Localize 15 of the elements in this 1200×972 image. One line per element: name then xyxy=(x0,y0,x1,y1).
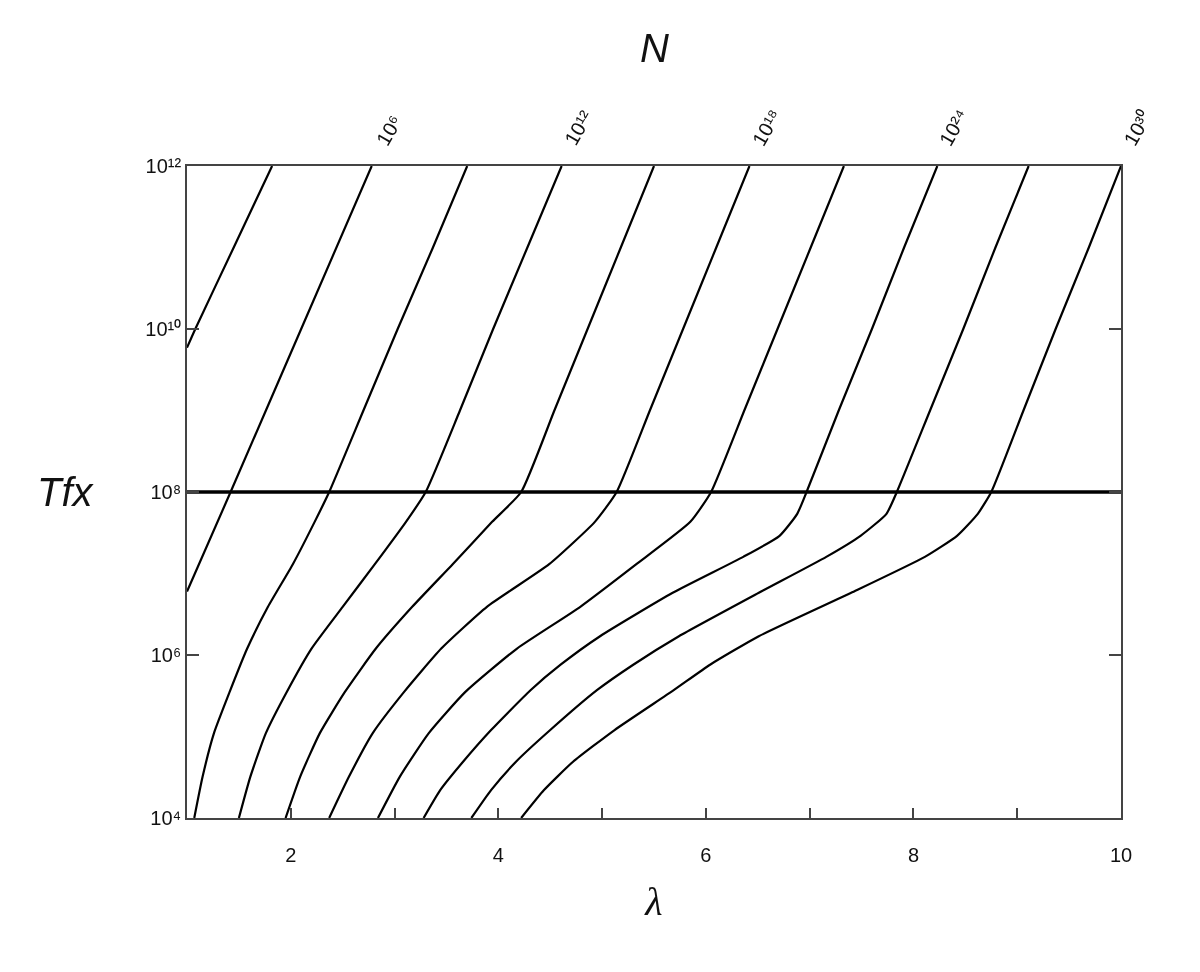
y-tick-label: 10⁶ xyxy=(150,644,182,666)
y-tick-label: 10⁴ xyxy=(150,807,182,829)
x-tick-label: 8 xyxy=(907,843,919,866)
y-axis-title: Tfx xyxy=(37,470,95,514)
y-tick-label: 10⁸ xyxy=(150,481,182,503)
x-tick-label: 10 xyxy=(1109,843,1133,866)
x-tick-label: 2 xyxy=(285,843,297,866)
text: N xyxy=(640,26,669,70)
line-series xyxy=(187,166,274,349)
x-tick-label: 6 xyxy=(700,843,712,866)
y-tick-label: 10¹⁰ xyxy=(145,318,182,340)
y-tick-label: 10¹² xyxy=(145,155,182,177)
x-axis-title: λ xyxy=(644,878,663,924)
x-tick-label: 4 xyxy=(492,843,504,866)
annotation: 10⁶ xyxy=(372,111,407,150)
